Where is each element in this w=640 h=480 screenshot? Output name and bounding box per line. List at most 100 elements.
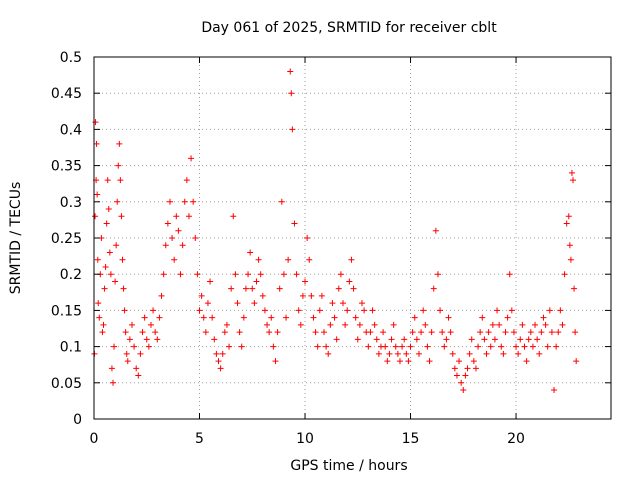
data-point [437, 307, 444, 314]
data-point [566, 242, 573, 249]
data-point [350, 285, 357, 292]
data-point [120, 285, 127, 292]
data-point [354, 336, 361, 343]
data-point [375, 350, 382, 357]
data-point [95, 300, 102, 307]
x-tick-label: 10 [296, 431, 314, 447]
data-point [190, 198, 197, 205]
data-point [204, 300, 211, 307]
data-point [546, 307, 553, 314]
data-point [443, 336, 450, 343]
data-point [173, 213, 180, 220]
data-point [352, 314, 359, 321]
data-point [434, 271, 441, 278]
data-point [249, 285, 256, 292]
data-point [308, 292, 315, 299]
data-point [405, 358, 412, 365]
data-point [156, 314, 163, 321]
data-point [207, 278, 214, 285]
data-point [502, 329, 509, 336]
data-point [496, 321, 503, 328]
data-point [177, 271, 184, 278]
data-point [426, 358, 433, 365]
data-point [407, 343, 414, 350]
tick-labels: 0 0.05 0.1 0.15 0.2 0.25 0.3 0.35 0.4 0.45 0.5 0 5 10… [51, 50, 525, 447]
data-point [108, 365, 115, 372]
data-point [283, 314, 290, 321]
data-point [268, 314, 275, 321]
data-point [386, 350, 393, 357]
y-tick-label: 0.35 [51, 159, 82, 175]
data-point [525, 336, 532, 343]
data-point [119, 256, 126, 263]
y-tick-label: 0.2 [60, 267, 82, 283]
x-axis-label: GPS time / hours [290, 458, 407, 474]
data-point [272, 358, 279, 365]
data-point [104, 177, 111, 184]
data-point [456, 358, 463, 365]
data-point [422, 321, 429, 328]
data-point [477, 329, 484, 336]
data-point [557, 307, 564, 314]
data-point [135, 372, 142, 379]
data-point [517, 336, 524, 343]
data-point [430, 285, 437, 292]
data-point [253, 278, 260, 285]
data-point [192, 235, 199, 241]
data-point [270, 343, 277, 350]
data-point [302, 278, 309, 285]
data-point [401, 336, 408, 343]
data-point [342, 321, 349, 328]
y-tick-label: 0.3 [60, 195, 82, 211]
data-point [506, 271, 513, 278]
data-point [567, 256, 574, 263]
data-point [179, 242, 186, 249]
data-point [92, 119, 99, 126]
data-point [458, 379, 465, 386]
data-point [475, 343, 482, 350]
data-point [382, 343, 389, 350]
data-point [194, 271, 201, 278]
data-point [468, 336, 475, 343]
data-point [226, 343, 233, 350]
data-point [247, 249, 254, 256]
data-point [365, 343, 372, 350]
data-point [369, 307, 376, 314]
data-point [255, 256, 262, 263]
data-point [150, 307, 157, 314]
data-point [331, 314, 338, 321]
data-point [538, 329, 545, 336]
data-point [166, 198, 173, 205]
data-point [124, 358, 131, 365]
data-point [169, 235, 176, 241]
data-point [470, 358, 477, 365]
data-point [171, 256, 178, 263]
y-tick-label: 0.15 [51, 303, 82, 319]
data-point [312, 329, 319, 336]
data-point [329, 300, 336, 307]
data-point [266, 329, 273, 336]
x-tick-label: 5 [195, 431, 204, 447]
data-point [141, 314, 148, 321]
data-point [415, 350, 422, 357]
data-point [112, 278, 119, 285]
data-point [344, 307, 351, 314]
data-point [115, 162, 122, 169]
y-tick-label: 0 [73, 412, 82, 428]
data-point [521, 343, 528, 350]
data-point [99, 329, 106, 336]
data-point [548, 329, 555, 336]
data-point [333, 336, 340, 343]
data-point [460, 387, 467, 394]
data-point [390, 321, 397, 328]
y-tick-label: 0.5 [60, 50, 82, 66]
data-point [213, 350, 220, 357]
data-point [428, 329, 435, 336]
y-tick-label: 0.45 [51, 86, 82, 102]
data-point [160, 271, 167, 278]
data-point [101, 285, 108, 292]
data-point [183, 177, 190, 184]
data-point [565, 213, 572, 220]
data-point [118, 213, 125, 220]
data-point [117, 177, 124, 184]
